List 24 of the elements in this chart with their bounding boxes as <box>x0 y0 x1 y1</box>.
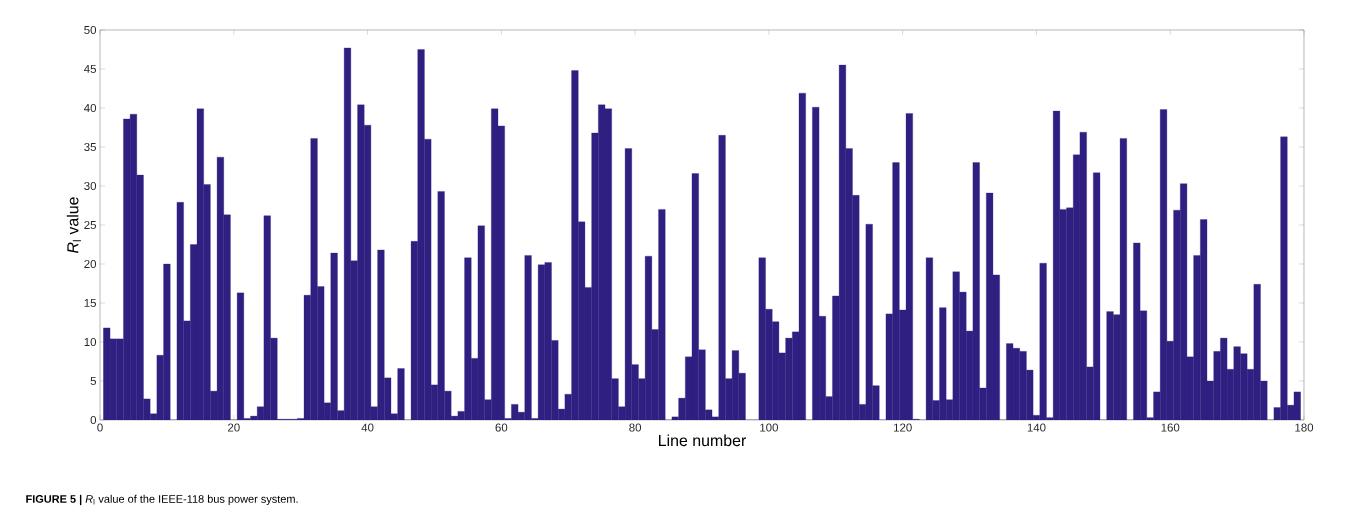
x-tick-label: 140 <box>1027 423 1046 432</box>
y-axis-title: R$_{l}$ value <box>66 197 81 254</box>
x-tick-label: 120 <box>893 423 912 432</box>
x-tick-label: 40 <box>361 423 374 432</box>
x-tick-label: 180 <box>1295 423 1314 432</box>
y-tick-label: 25 <box>84 220 97 230</box>
x-tick-label: 20 <box>228 423 240 432</box>
y-tick-label: 45 <box>84 65 97 73</box>
y-tick-label: 20 <box>84 259 97 269</box>
x-axis-title: Line number <box>659 434 747 447</box>
y-tick-label: 40 <box>84 103 97 113</box>
y-tick-label: 5 <box>90 376 97 385</box>
y-tick-label: 50 <box>84 25 97 35</box>
y-tick-label: 15 <box>84 299 97 307</box>
x-tick-label: 100 <box>760 423 778 432</box>
y-tick-label: 0 <box>90 415 97 425</box>
y-tick-label: 35 <box>84 142 97 152</box>
y-tick-label: 10 <box>84 337 97 347</box>
x-tick-label: 60 <box>495 423 508 432</box>
x-tick-label: 160 <box>1161 423 1180 432</box>
y-tick-label: 30 <box>84 181 97 191</box>
x-tick-label: 0 <box>97 423 103 432</box>
x-tick-label: 80 <box>629 423 642 432</box>
text: FIGURE 5 | R$_{l}$ value of the IEEE-118 bus power system. <box>26 494 298 506</box>
